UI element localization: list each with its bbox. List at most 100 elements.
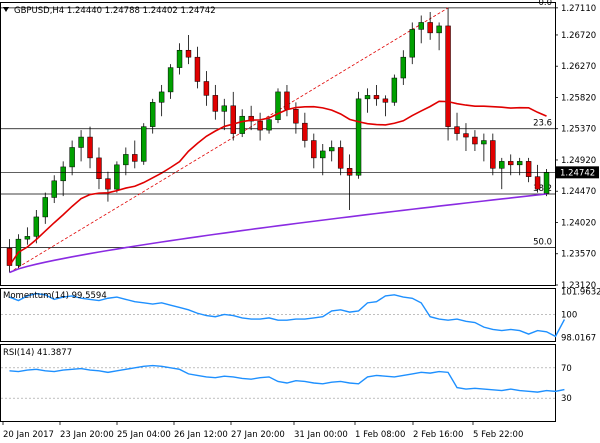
momentum-panel-frame bbox=[0, 288, 556, 342]
price-axis: 1.27110 1.26720 1.26270 1.25820 1.25370 1.249… bbox=[1, 4, 599, 291]
fib-level-label: 38.2 bbox=[533, 184, 552, 194]
rsi-tick-label: 70 bbox=[561, 364, 572, 374]
moving-averages bbox=[8, 100, 547, 274]
candle-body bbox=[239, 115, 245, 134]
candle-body bbox=[337, 147, 344, 169]
candle-body bbox=[212, 95, 219, 112]
current-price-label: 1.24742 bbox=[560, 168, 595, 178]
candle-body bbox=[302, 122, 308, 141]
candle-body bbox=[427, 22, 433, 34]
candle-body bbox=[328, 147, 335, 152]
ma-slow-line bbox=[9, 193, 547, 274]
rsi-panel-frame bbox=[0, 344, 556, 422]
price-tick-label: 1.25370 bbox=[561, 125, 596, 135]
candle-body bbox=[60, 166, 66, 182]
candle-body bbox=[391, 77, 398, 103]
rsi-panel[interactable]: 70 30 RSI(14) 41.3877 bbox=[0, 344, 572, 422]
price-tick-label: 1.23120 bbox=[561, 281, 596, 291]
fib-levels: 0.0 23.6 38.2 50.0 bbox=[1, 0, 555, 273]
time-tick-label: 5 Feb 22:00 bbox=[473, 430, 523, 440]
rsi-grid bbox=[1, 367, 555, 399]
candle-body bbox=[418, 22, 424, 30]
rsi-axis: 70 30 bbox=[561, 364, 572, 404]
rsi-tick-label: 30 bbox=[561, 394, 572, 404]
candle-body bbox=[194, 56, 201, 82]
momentum-panel[interactable]: 101.9632 100 98.0167 Momentum(14) 99.5594 bbox=[0, 288, 600, 344]
collapse-triangle-icon[interactable] bbox=[3, 7, 9, 12]
candle-body bbox=[203, 81, 210, 96]
candle-body bbox=[42, 197, 48, 218]
price-tick-label: 1.25820 bbox=[561, 93, 596, 103]
momentum-title: Momentum(14) 99.5594 bbox=[3, 291, 107, 301]
price-panel[interactable]: 0.023.638.250.0 1.271101.267201.262701.2… bbox=[0, 0, 600, 291]
candle-body bbox=[78, 136, 84, 148]
candle-body bbox=[490, 140, 496, 169]
candle-body bbox=[543, 172, 550, 194]
price-tick-label: 1.24920 bbox=[561, 156, 596, 166]
candle-body bbox=[346, 168, 353, 176]
fib-trend-line bbox=[9, 7, 449, 273]
candle-body bbox=[445, 25, 451, 127]
candle-body bbox=[293, 109, 299, 124]
time-tick-label: 27 Jan 20:00 bbox=[231, 430, 285, 440]
candle-body bbox=[454, 126, 460, 134]
candle-body bbox=[275, 91, 281, 120]
candle-body bbox=[436, 25, 442, 34]
fib-level-label: 50.0 bbox=[533, 237, 552, 247]
price-panel-frame bbox=[0, 2, 556, 286]
candle-body bbox=[185, 49, 192, 58]
candle-body bbox=[176, 49, 183, 68]
candle-body bbox=[51, 180, 57, 198]
candle-body bbox=[33, 216, 40, 237]
rsi-title: RSI(14) 41.3877 bbox=[3, 348, 72, 358]
momentum-tick-label: 100 bbox=[561, 310, 577, 320]
candle-body bbox=[320, 150, 326, 159]
current-price-box bbox=[556, 166, 599, 179]
time-tick-label: 25 Jan 04:00 bbox=[117, 430, 171, 440]
time-axis: 20 Jan 2017 23 Jan 20:00 25 Jan 04:00 26 Ja… bbox=[2, 421, 523, 440]
candle-body bbox=[516, 161, 523, 166]
candle-body bbox=[248, 115, 254, 122]
candle-body bbox=[230, 105, 236, 134]
candle-body bbox=[158, 91, 165, 103]
candle-body bbox=[400, 56, 407, 79]
momentum-tick-label: 101.9632 bbox=[561, 288, 600, 298]
price-tick-label: 1.26720 bbox=[561, 31, 596, 41]
candle-body bbox=[534, 176, 541, 190]
time-tick-label: 20 Jan 2017 bbox=[3, 430, 54, 440]
price-tick-label: 1.26270 bbox=[561, 62, 596, 72]
candle-body bbox=[409, 29, 415, 58]
symbol-header: GBPUSD,H4 1.24440 1.24788 1.24402 1.2474… bbox=[14, 6, 216, 16]
candle-body bbox=[221, 105, 228, 112]
candle-body bbox=[105, 178, 111, 190]
candle-body bbox=[525, 161, 532, 177]
candle-body bbox=[266, 119, 272, 131]
momentum-line bbox=[9, 292, 566, 338]
time-tick-label: 31 Jan 00:00 bbox=[294, 430, 348, 440]
time-tick-label: 26 Jan 12:00 bbox=[174, 430, 228, 440]
time-tick-label: 23 Jan 20:00 bbox=[60, 430, 114, 440]
momentum-axis: 101.9632 100 98.0167 bbox=[561, 288, 600, 344]
momentum-polyline bbox=[9, 292, 566, 338]
candle-body bbox=[311, 140, 317, 159]
price-tick-label: 1.27110 bbox=[561, 4, 596, 14]
candle-body bbox=[24, 236, 31, 240]
price-tick-label: 1.24470 bbox=[561, 187, 596, 197]
fib-level-label: 23.6 bbox=[533, 119, 552, 129]
candle-body bbox=[463, 133, 469, 138]
candle-body bbox=[373, 95, 380, 100]
momentum-tick-label: 98.0167 bbox=[561, 333, 596, 343]
candle-body bbox=[114, 164, 120, 190]
fib-level-label: 0.0 bbox=[538, 0, 552, 8]
price-tick-label: 1.23570 bbox=[561, 250, 596, 260]
candle-body bbox=[364, 95, 371, 100]
candle-body bbox=[87, 136, 93, 159]
time-tick-label: 1 Feb 08:00 bbox=[355, 430, 405, 440]
rsi-polyline bbox=[9, 364, 565, 393]
candle-body bbox=[499, 161, 505, 169]
candle-body bbox=[69, 147, 75, 168]
candle-body bbox=[257, 120, 263, 131]
time-tick-label: 2 Feb 16:00 bbox=[413, 430, 463, 440]
candles[interactable] bbox=[6, 7, 550, 273]
